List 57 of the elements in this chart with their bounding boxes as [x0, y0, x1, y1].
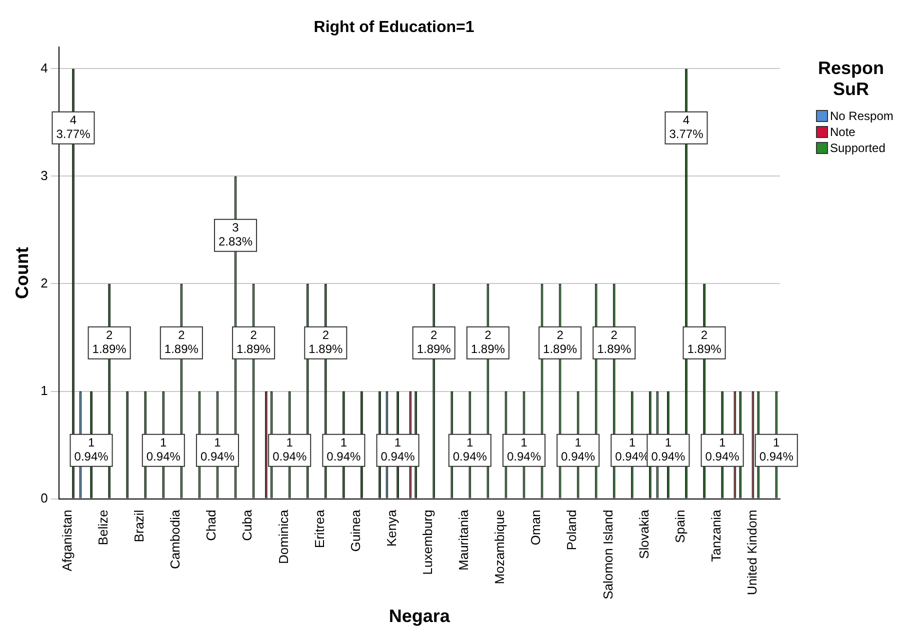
data-label: 1 0.94%	[452, 436, 488, 464]
x-tick-label: Belize	[95, 510, 110, 546]
x-tick-label: Slovakia	[636, 509, 652, 559]
data-label: 1 0.94%	[326, 436, 362, 464]
data-label: 4 3.77%	[56, 113, 91, 142]
data-label: 2 1.89%	[236, 328, 271, 356]
x-tick-label: Salomon Island	[600, 510, 616, 600]
x-tick-label: Brazil	[132, 510, 147, 542]
data-label: 1 0.94%	[74, 436, 109, 464]
x-tick-label: Mozambique	[492, 510, 508, 584]
data-label: 2 1.89%	[597, 328, 632, 356]
y-tick-label: 2	[40, 275, 48, 290]
x-tick-label: Dominica	[276, 509, 291, 564]
data-label: 2 1.89%	[416, 328, 452, 356]
data-label: 2 1.89%	[164, 328, 199, 356]
y-tick-label: 1	[40, 382, 48, 398]
data-label: 2 1.89%	[687, 328, 722, 356]
data-label: 2 1.89%	[92, 328, 127, 356]
data-label: 2 1.89%	[308, 328, 344, 356]
x-tick-label: Luxemburg	[420, 510, 436, 575]
data-label: 3 2.83%	[218, 220, 253, 249]
data-label: 1 0.94%	[380, 436, 416, 464]
y-tick-label: 3	[40, 168, 48, 183]
data-label: 2 1.89%	[543, 328, 578, 356]
x-tick-label: Eritrea	[312, 509, 327, 548]
x-tick-label: Oman	[528, 510, 544, 546]
x-tick-label: Poland	[564, 510, 580, 550]
x-tick-label: Mauritania	[456, 509, 472, 570]
x-tick-label: Chad	[204, 510, 219, 541]
y-tick-label: 4	[40, 60, 48, 76]
data-label: 1 0.94%	[272, 436, 307, 464]
data-label: 1 0.94%	[200, 436, 235, 464]
x-tick-label: Afganistan	[59, 510, 74, 572]
data-label: 2 1.89%	[470, 328, 506, 356]
x-tick-label: Guinea	[348, 509, 363, 552]
data-label: 1 0.94%	[651, 436, 686, 464]
data-label: 1 0.94%	[705, 436, 740, 464]
x-tick-label: Cuba	[240, 509, 255, 541]
x-tick-label: United Kindom	[744, 510, 760, 596]
legend-label: Note	[830, 124, 856, 140]
data-label: 1 0.94%	[759, 436, 794, 464]
y-tick-label: 0	[40, 490, 48, 506]
data-label: 4 3.77%	[669, 113, 704, 142]
data-label: 1 0.94%	[615, 436, 650, 464]
x-tick-label: Kenya	[384, 509, 399, 547]
data-label: 1 0.94%	[506, 436, 542, 464]
data-label: 1 0.94%	[561, 436, 596, 464]
legend-label: No Respom	[830, 108, 894, 124]
legend-title: Respon SuR	[816, 58, 885, 100]
x-axis-title: Negara	[388, 606, 451, 626]
legend-label: Supported	[830, 140, 886, 156]
x-tick-label: Spain	[672, 510, 688, 544]
chart-title: Right of Education=1	[314, 19, 474, 36]
x-tick-label: Cambodia	[168, 509, 183, 570]
data-label: 1 0.94%	[146, 436, 181, 464]
x-tick-label: Tanzania	[708, 509, 724, 562]
y-axis-title: Count	[12, 247, 32, 299]
